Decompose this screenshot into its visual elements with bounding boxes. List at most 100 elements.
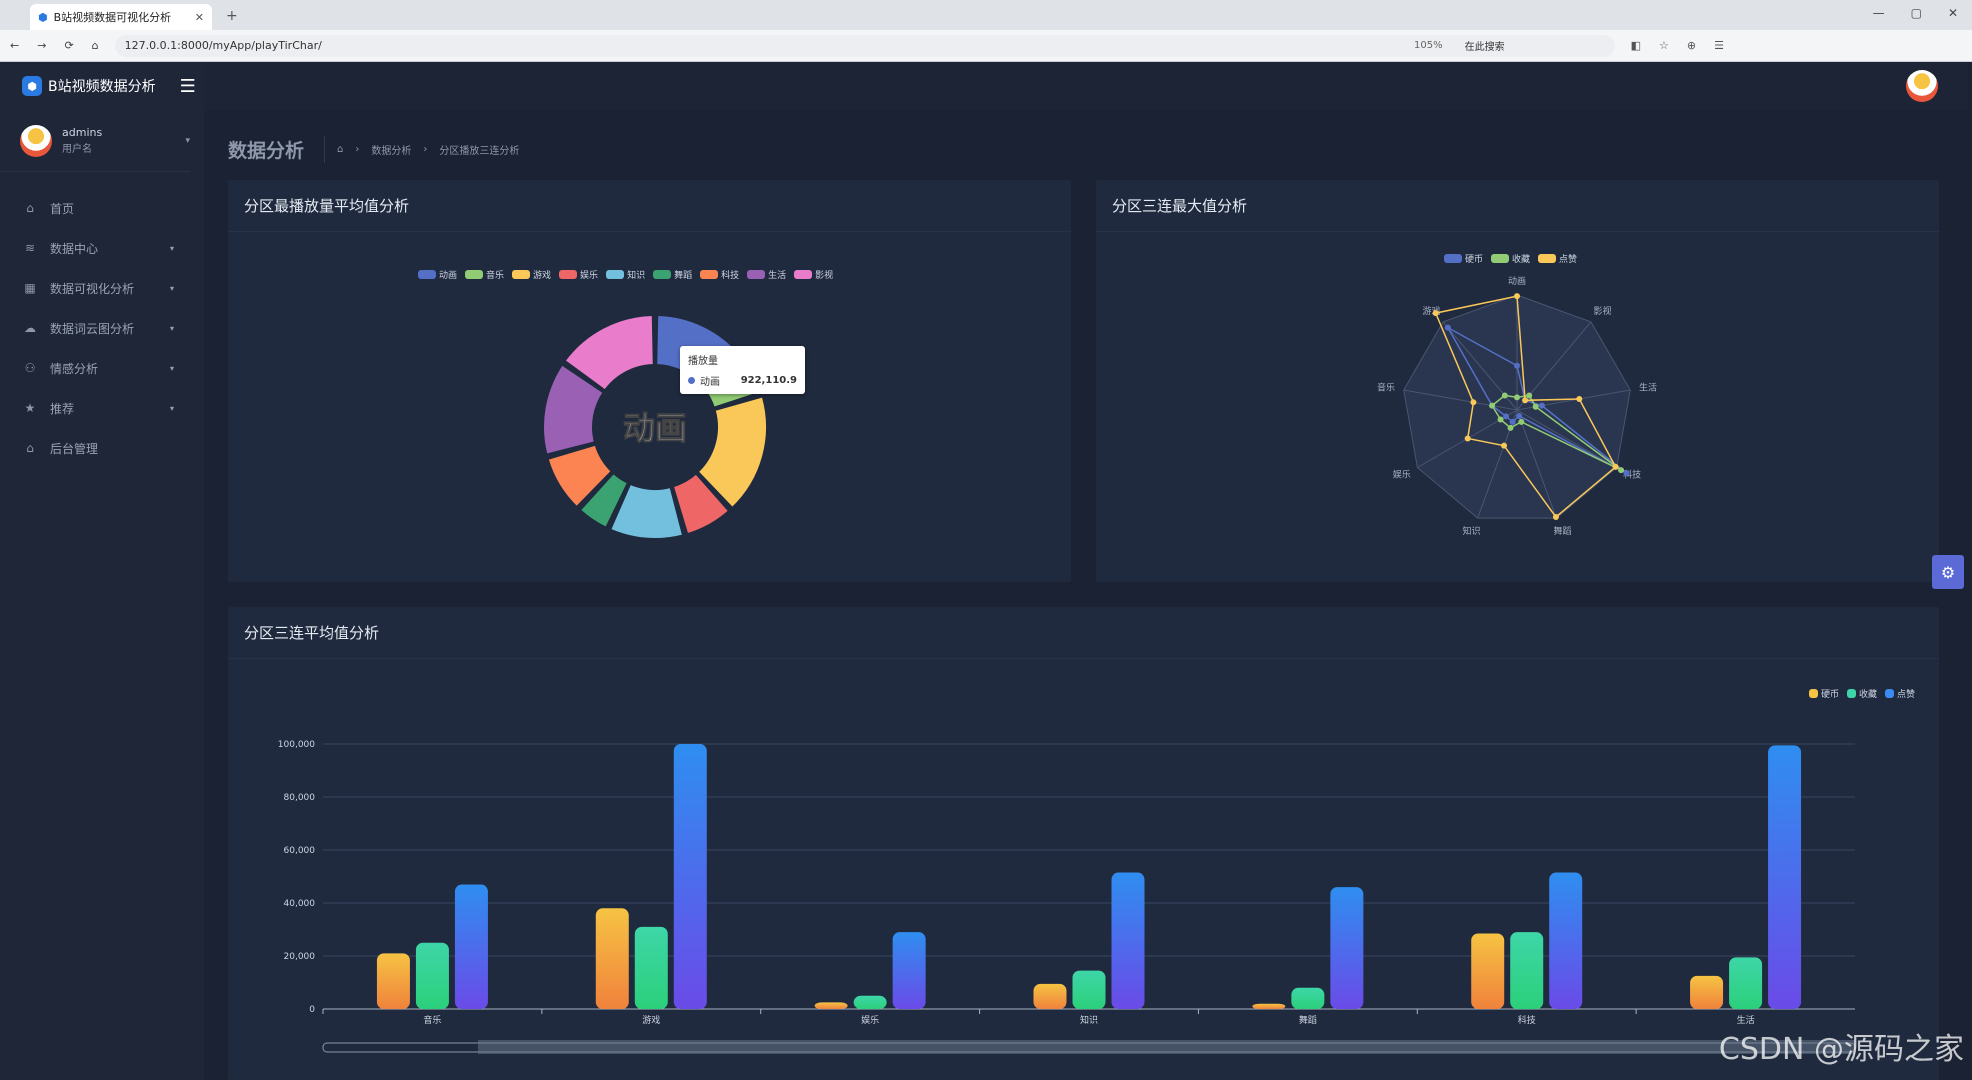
radar-point[interactable]	[1501, 442, 1508, 449]
radar-point[interactable]	[1489, 402, 1496, 409]
radar-series-line[interactable]	[1434, 295, 1617, 519]
radar-point[interactable]	[1532, 403, 1539, 410]
radar-point[interactable]	[1464, 435, 1471, 442]
sidebar-item-visualization[interactable]: ▦ 数据可视化分析 ▾	[0, 268, 204, 308]
zoom-level[interactable]: 105%	[1414, 40, 1443, 51]
brand[interactable]: ⬢ B站视频数据分析 ☰	[0, 62, 204, 110]
donut-legend-item[interactable]: 游戏	[512, 268, 551, 281]
radar-point[interactable]	[1514, 394, 1520, 401]
hamburger-icon[interactable]: ☰	[179, 75, 196, 97]
bar[interactable]	[1729, 957, 1763, 1009]
bar[interactable]	[1111, 872, 1145, 1009]
chevron-down-icon[interactable]: ▾	[185, 135, 190, 146]
radar-point[interactable]	[1497, 416, 1504, 423]
extensions-icon[interactable]: ◧	[1630, 39, 1642, 52]
radar-point[interactable]	[1538, 402, 1545, 409]
bar[interactable]	[1072, 970, 1106, 1009]
maximize-icon[interactable]: ▢	[1910, 6, 1922, 20]
download-icon[interactable]: ⊕	[1686, 39, 1697, 52]
radar-point[interactable]	[1522, 397, 1529, 404]
radar-point[interactable]	[1514, 362, 1520, 369]
url-input[interactable]: 127.0.0.1:8000/myApp/playTirChar/ 105% 在…	[114, 34, 1615, 57]
donut-legend-item[interactable]: 影视	[794, 268, 833, 281]
sidebar-item-admin[interactable]: ⌂ 后台管理	[0, 428, 204, 468]
radar-legend-item[interactable]: 点赞	[1538, 252, 1577, 265]
donut-legend-item[interactable]: 知识	[606, 268, 645, 281]
sidebar-item-sentiment[interactable]: ⚇ 情感分析 ▾	[0, 348, 204, 388]
datazoom-handle[interactable]	[478, 1040, 1855, 1054]
back-icon[interactable]: ←	[10, 39, 20, 52]
radar-point[interactable]	[1501, 392, 1508, 399]
radar-point[interactable]	[1509, 418, 1516, 425]
radar-point[interactable]	[1618, 467, 1625, 474]
donut-legend-item[interactable]: 生活	[747, 268, 786, 281]
browser-search-input[interactable]: 在此搜索	[1464, 42, 1505, 53]
user-panel[interactable]: admins 用户名 ▾	[0, 110, 190, 172]
donut-legend-item[interactable]: 动画	[418, 268, 457, 281]
bar[interactable]	[1549, 872, 1583, 1009]
sidebar-item-data-center[interactable]: ≋ 数据中心 ▾	[0, 228, 204, 268]
donut-legend-item[interactable]: 舞蹈	[653, 268, 692, 281]
home-icon[interactable]: ⌂	[337, 144, 344, 155]
donut-slice[interactable]	[563, 314, 655, 392]
radar-point[interactable]	[1576, 396, 1583, 403]
bar[interactable]	[454, 884, 488, 1009]
radar-legend-item[interactable]: 硬币	[1444, 252, 1483, 265]
donut-slice[interactable]	[696, 395, 768, 510]
radar-point[interactable]	[1514, 293, 1520, 300]
bar[interactable]	[1252, 1003, 1286, 1009]
radar-point[interactable]	[1612, 463, 1619, 470]
donut-legend-item[interactable]: 科技	[700, 268, 739, 281]
bar[interactable]	[892, 932, 926, 1009]
radar-point[interactable]	[1526, 392, 1533, 399]
radar-point[interactable]	[1516, 412, 1523, 419]
favorites-icon[interactable]: ☆	[1659, 39, 1669, 52]
radar-legend-item[interactable]: 收藏	[1491, 252, 1530, 265]
browser-tab[interactable]: ⬢ B站视频数据可视化分析 ✕	[30, 4, 212, 30]
donut-legend-item[interactable]: 娱乐	[559, 268, 598, 281]
bar[interactable]	[853, 995, 887, 1009]
radar-point[interactable]	[1552, 513, 1559, 520]
bar[interactable]	[1690, 975, 1724, 1009]
breadcrumb-item[interactable]: 数据分析	[371, 146, 412, 157]
bar[interactable]	[1510, 932, 1544, 1009]
radar-point[interactable]	[1432, 310, 1439, 317]
sidebar-item-home[interactable]: ⌂ 首页	[0, 188, 204, 228]
radar-point[interactable]	[1470, 399, 1477, 406]
bar-legend-item[interactable]: 收藏	[1846, 687, 1877, 700]
menu-icon[interactable]: ☰	[1714, 39, 1725, 52]
bar[interactable]	[673, 744, 707, 1009]
bar[interactable]	[1471, 933, 1505, 1009]
donut-legend-item[interactable]: 音乐	[465, 268, 504, 281]
bar[interactable]	[814, 1002, 848, 1009]
donut-slice[interactable]	[542, 363, 605, 456]
donut-slice[interactable]	[578, 471, 630, 530]
home-browser-icon[interactable]: ⌂	[91, 39, 99, 52]
bar[interactable]	[595, 908, 629, 1009]
radar-point[interactable]	[1623, 470, 1630, 477]
bar[interactable]	[376, 953, 410, 1009]
settings-gear-icon[interactable]: ⚙	[1932, 555, 1964, 589]
new-tab-button[interactable]: +	[226, 8, 238, 24]
close-window-icon[interactable]: ✕	[1947, 6, 1958, 20]
bar[interactable]	[1330, 887, 1364, 1009]
forward-icon[interactable]: →	[37, 39, 47, 52]
donut-slice[interactable]	[608, 482, 685, 540]
donut-slice[interactable]	[546, 443, 614, 509]
bar[interactable]	[1768, 745, 1802, 1009]
reload-icon[interactable]: ⟳	[64, 39, 74, 52]
minimize-icon[interactable]: —	[1872, 6, 1885, 20]
bar[interactable]	[1033, 983, 1067, 1009]
sidebar-item-wordcloud[interactable]: ☁ 数据词云图分析 ▾	[0, 308, 204, 348]
radar-point[interactable]	[1444, 324, 1451, 331]
bar-legend-item[interactable]: 点赞	[1884, 687, 1915, 700]
sidebar-item-recommend[interactable]: ★ 推荐 ▾	[0, 388, 204, 428]
donut-slice[interactable]	[671, 472, 731, 536]
radar-point[interactable]	[1518, 418, 1525, 425]
bar[interactable]	[415, 942, 449, 1009]
bar-legend-item[interactable]: 硬币	[1808, 687, 1839, 700]
radar-point[interactable]	[1503, 413, 1510, 420]
radar-series-line[interactable]	[1491, 394, 1622, 471]
bar[interactable]	[1291, 987, 1325, 1009]
close-tab-icon[interactable]: ✕	[194, 10, 204, 24]
